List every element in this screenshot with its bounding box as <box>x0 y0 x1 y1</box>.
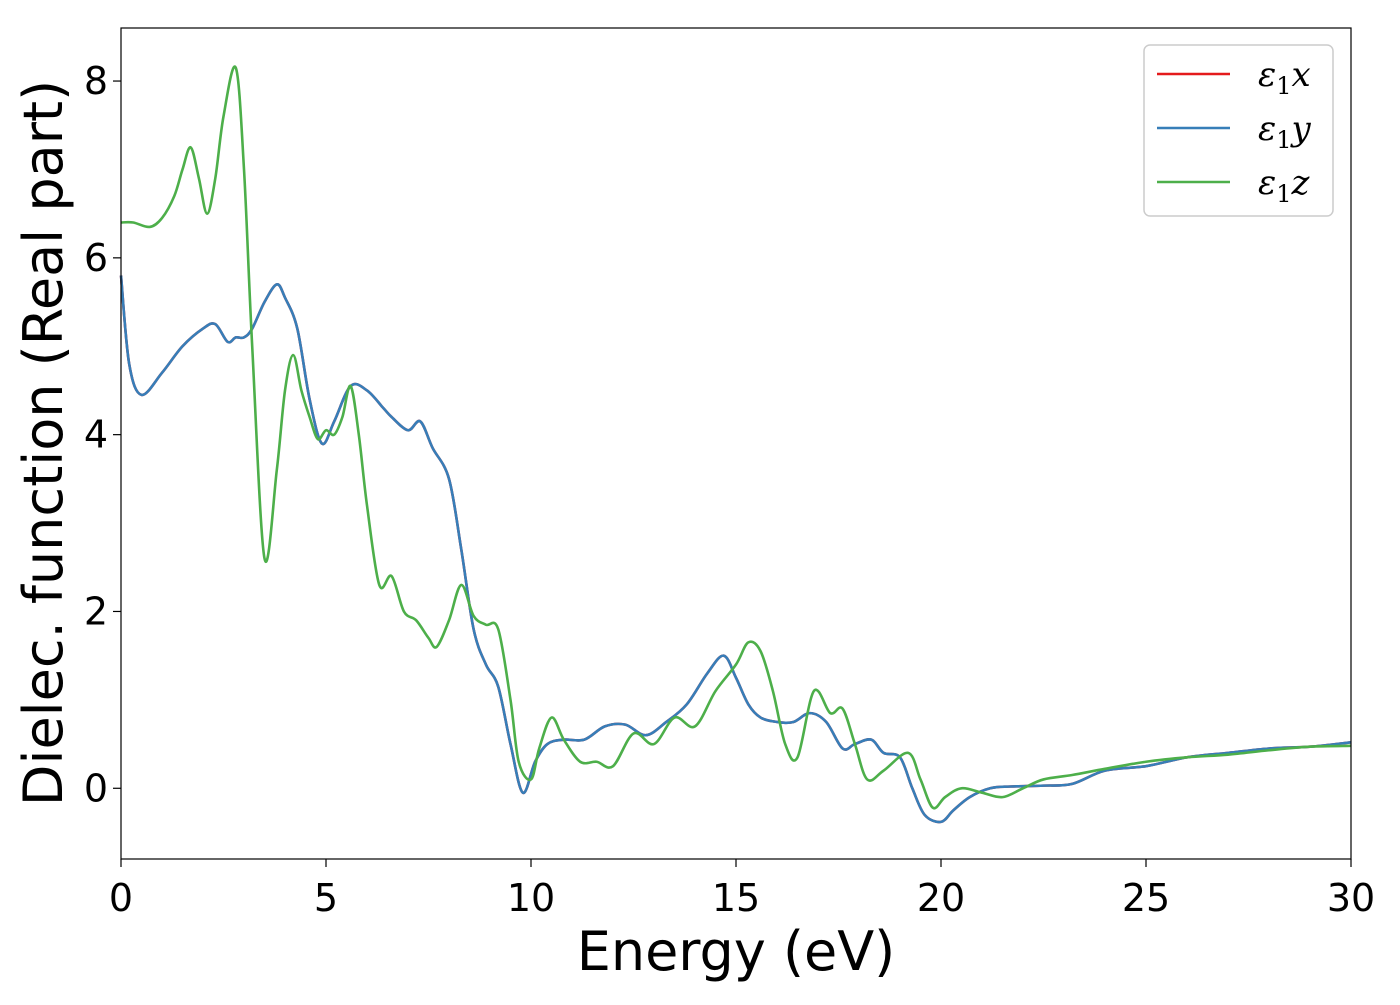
series-line-z <box>120 65 1352 810</box>
x-axis: 0 5 10 15 20 25 30 <box>109 859 1375 920</box>
legend-label-y: ε1y <box>1258 109 1312 154</box>
x-tick-label: 5 <box>314 876 338 920</box>
x-tick-label: 10 <box>507 876 555 920</box>
x-tick-label: 15 <box>712 876 760 920</box>
y-tick-label: 4 <box>84 413 108 457</box>
legend-label-x: ε1x <box>1258 55 1311 100</box>
y-tick-label: 6 <box>84 236 108 280</box>
series-line-y <box>119 275 1352 824</box>
y-tick-label: 8 <box>84 59 108 103</box>
x-tick-label: 30 <box>1327 876 1375 920</box>
x-tick-label: 20 <box>917 876 965 920</box>
x-axis-title: Energy (eV) <box>577 920 896 983</box>
series-lines <box>119 65 1352 824</box>
x-tick-label: 0 <box>109 876 133 920</box>
legend-label-z: ε1z <box>1258 163 1311 208</box>
legend: ε1x ε1y ε1z <box>1143 44 1334 217</box>
y-axis-title: Dielec. function (Real part) <box>12 80 75 806</box>
y-axis: 0 2 4 6 8 <box>84 59 121 810</box>
x-tick-label: 25 <box>1122 876 1170 920</box>
y-tick-label: 0 <box>84 766 108 810</box>
y-tick-label: 2 <box>84 589 108 633</box>
legend-box <box>1143 44 1334 217</box>
